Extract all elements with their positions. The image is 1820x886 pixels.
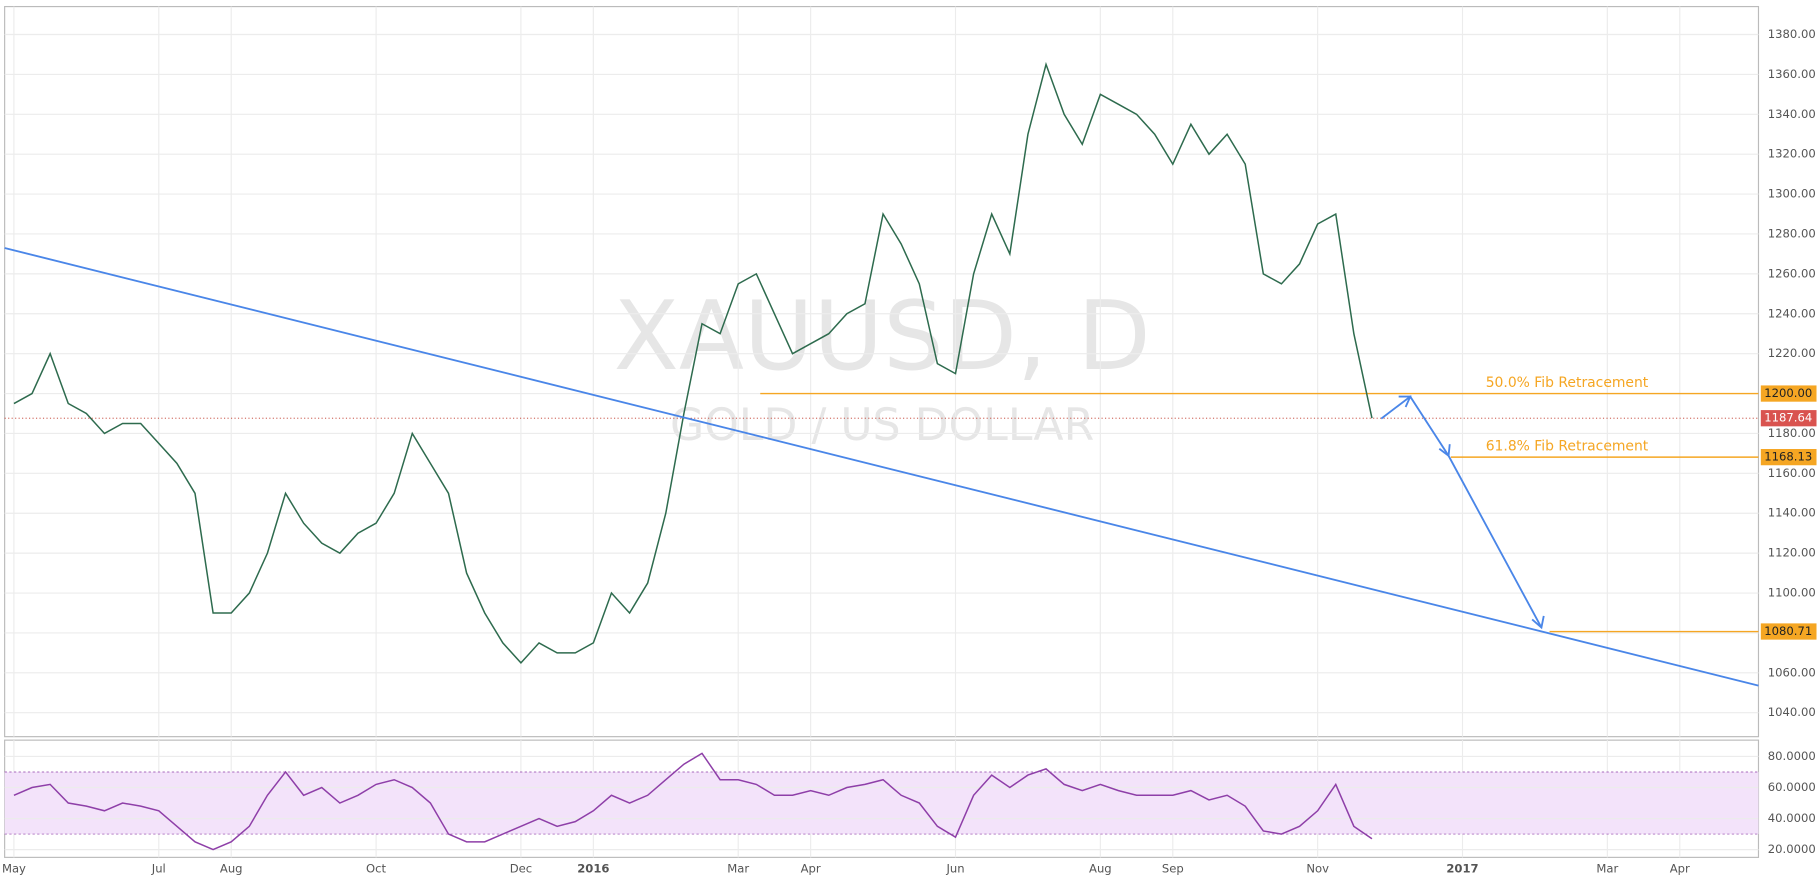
y-tick-label: 1140.00 [1768, 506, 1816, 520]
x-tick-label: Jul [151, 861, 166, 875]
x-tick-label: Nov [1306, 861, 1329, 875]
x-tick-label: Oct [366, 861, 386, 875]
y-tick-label: 1060.00 [1768, 665, 1816, 679]
y-tick-label: 1220.00 [1768, 346, 1816, 360]
y-tick-label: 1340.00 [1768, 107, 1816, 121]
x-tick-label: Jun [945, 861, 964, 875]
arrow-heads [1398, 395, 1545, 630]
x-tick-label: Aug [220, 861, 243, 875]
fib-level-tag [1760, 385, 1817, 402]
y-tick-label: 80.0000 [1768, 749, 1816, 763]
watermark-title: XAUUSD, D [614, 282, 1151, 392]
y-tick-label: 1120.00 [1768, 546, 1816, 560]
rsi-band [4, 771, 1759, 835]
y-tick-label: 40.0000 [1768, 811, 1816, 825]
price-pane [4, 5, 1760, 738]
watermark-subtitle: GOLD / US DOLLAR [670, 400, 1094, 451]
price-line [13, 61, 1373, 664]
fib-level-name: 50.0% Fib Retracement [1486, 375, 1649, 391]
fib-level-tag [1760, 449, 1817, 466]
fib-level-tag-label: 1200.00 [1764, 386, 1812, 400]
fib-level-tag [1760, 623, 1817, 640]
y-tick-label: 1240.00 [1768, 306, 1816, 320]
fib-level-name: 61.8% Fib Retracement [1486, 439, 1649, 455]
x-tick-label: May [2, 861, 26, 875]
x-tick-label: Aug [1089, 861, 1112, 875]
y-tick-label: 1320.00 [1768, 147, 1816, 161]
x-tick-label: 2017 [1446, 861, 1478, 875]
y-tick-label: 20.0000 [1768, 842, 1816, 856]
y-tick-label: 1300.00 [1768, 187, 1816, 201]
y-tick-label: 60.0000 [1768, 780, 1816, 794]
y-tick-label: 1100.00 [1768, 586, 1816, 600]
y-tick-label: 1360.00 [1768, 67, 1816, 81]
y-tick-label: 1260.00 [1768, 266, 1816, 280]
x-tick-label: Dec [510, 861, 532, 875]
last-price-tag [1760, 410, 1817, 427]
last-price-label: 1187.64 [1764, 411, 1812, 425]
fib-level-tag-label: 1080.71 [1764, 624, 1812, 638]
projection-arrow [1380, 395, 1543, 628]
y-tick-label: 1160.00 [1768, 466, 1816, 480]
x-tick-label: 2016 [577, 861, 609, 875]
y-tick-label: 1380.00 [1768, 27, 1816, 41]
x-tick-label: Mar [727, 861, 749, 875]
x-tick-label: Apr [1670, 861, 1690, 875]
rsi-line [13, 752, 1373, 851]
y-tick-label: 1040.00 [1768, 705, 1816, 719]
x-tick-label: Sep [1162, 861, 1184, 875]
x-tick-label: Apr [801, 861, 821, 875]
plot-layer: May Jul Aug Oct Dec 2016 Mar Apr Jun Aug Sep Nov 201… [2, 6, 1817, 875]
x-tick-label: Mar [1596, 861, 1618, 875]
y-tick-label: 1180.00 [1768, 426, 1816, 440]
trend-line [4, 247, 1759, 687]
y-tick-label: 1280.00 [1768, 226, 1816, 240]
fib-level-tag-label: 1168.13 [1764, 450, 1812, 464]
